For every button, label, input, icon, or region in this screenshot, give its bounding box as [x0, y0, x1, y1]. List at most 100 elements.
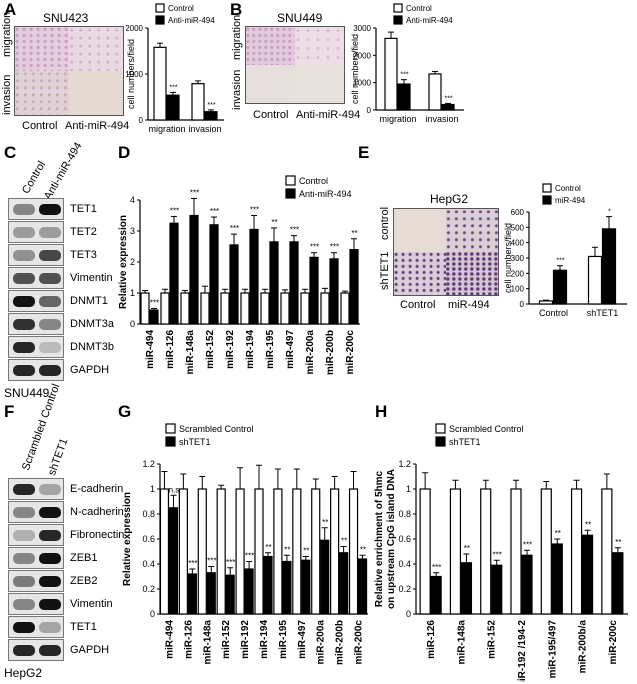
panel-letter-f: F [4, 402, 15, 421]
significance-label: *** [150, 299, 159, 308]
blot-band [13, 342, 35, 353]
legend-label: Control [406, 4, 432, 13]
blot-band [13, 553, 35, 564]
x-category-label: miR-126 [183, 620, 194, 659]
significance-label: ** [303, 547, 309, 556]
bar-control [300, 292, 310, 325]
x-category-label: miR-152 [487, 620, 498, 659]
significance-label: *** [432, 563, 441, 572]
x-category-label: miR-148a [202, 620, 213, 665]
bar-treated [601, 228, 617, 305]
x-category-label: miR-200b [325, 330, 336, 375]
panel-letter-h: H [375, 402, 388, 421]
x-category-label: miR-194 [259, 620, 270, 659]
blot-band [13, 576, 35, 587]
legend-swatch [155, 3, 165, 13]
micrograph-cell [15, 71, 69, 115]
col-label-control-e: Control [400, 299, 436, 311]
legend-label: Control [555, 184, 581, 193]
blot-band [39, 622, 61, 633]
bar-control [428, 73, 442, 111]
blot-band [39, 342, 61, 353]
blot-row [8, 267, 64, 289]
blot-row [8, 570, 64, 592]
bar-treated [169, 222, 179, 325]
bar-control [510, 488, 522, 615]
blot-band [39, 296, 61, 307]
bar-control [280, 292, 290, 325]
bar-treated [441, 103, 455, 111]
micrograph-cell [246, 27, 295, 65]
panel-letter-b: B [230, 0, 243, 19]
bar-chart-g: 0 0.2 0.4 0.6 0.8 1 1.2 Relative expression n.s m… [122, 423, 368, 665]
bar-control [240, 292, 250, 325]
micrograph-cell [246, 65, 295, 103]
blot-label: E-cadherin [70, 483, 124, 495]
significance-label: ** [585, 520, 591, 529]
panel-letter-g: G [118, 402, 132, 421]
legend-label: Scrambled Control [179, 424, 254, 434]
significance-label: *** [207, 102, 215, 109]
y-tick-label: 0.6 [398, 534, 411, 544]
y-tick-label: 3000 [353, 24, 371, 33]
blot-row [8, 547, 64, 569]
col-label-control-b: Control [253, 109, 289, 121]
bar-control [538, 300, 554, 305]
y-axis-label: cell numbers/field [350, 34, 360, 104]
significance-label: *** [330, 243, 339, 252]
bar-control [220, 292, 230, 325]
y-axis-label: Relative enrichment of 5hmc [374, 470, 385, 607]
blot-band [13, 273, 35, 284]
y-tick-label: 2000 [353, 51, 371, 60]
legend-label: miR-494 [555, 196, 586, 205]
significance-label: *** [210, 207, 219, 216]
blot-band [13, 645, 35, 656]
legend-swatch [542, 195, 552, 205]
legend-swatch [393, 15, 403, 25]
micrograph-cell [394, 252, 446, 295]
significance-label: ** [351, 229, 357, 238]
blot-band [39, 599, 61, 610]
x-category-label: miR-148a [185, 330, 196, 375]
western-blot-c: TET1 TET2 TET3 Vimentin DNMT1 DNMT3a DNMT3b GAP… [8, 198, 114, 384]
y-tick-label: 0.8 [398, 509, 411, 519]
bar-control [419, 488, 431, 615]
bar-treated [209, 224, 219, 325]
blot-label: ZEB1 [70, 552, 98, 564]
significance-label: *** [493, 550, 502, 559]
bar-treated [166, 94, 180, 121]
y-tick-label: 0.2 [398, 584, 411, 594]
legend-swatch [435, 423, 446, 434]
bar-control [140, 292, 150, 325]
lane-label-anti-c: Anti-miR-494 [42, 140, 85, 202]
significance-label: ** [615, 538, 621, 547]
y-tick-label: 1000 [353, 79, 371, 88]
legend-label: Control [168, 4, 194, 13]
significance-label: *** [230, 224, 239, 233]
blot-band [39, 507, 61, 518]
micrograph-cell [446, 252, 498, 295]
bar-treated [460, 562, 473, 615]
bar-treated [521, 554, 533, 615]
x-category-label: miR-192 [225, 330, 236, 369]
bar-treated [168, 507, 179, 615]
bar-treated [225, 574, 235, 615]
blot-band [13, 250, 35, 261]
x-category-label: miR-195 [278, 620, 289, 659]
blot-label: ZEB2 [70, 575, 98, 587]
cell-line-title-b: SNU449 [277, 11, 323, 25]
row-label-migration-a: migration [1, 11, 13, 57]
x-category-label: shTET1 [587, 308, 619, 318]
panel-letter-c: C [4, 143, 17, 162]
y-tick-label: 0.4 [398, 559, 411, 569]
legend-swatch [393, 3, 403, 13]
significance-label: ** [265, 543, 271, 552]
bar-treated [329, 258, 339, 325]
bar-control [159, 488, 170, 615]
micrograph-cell [394, 209, 446, 252]
col-label-anti-b: Anti-miR-494 [296, 109, 361, 121]
x-category-label: miR-194 [245, 330, 256, 369]
bar-control [160, 292, 170, 325]
x-category-label: invasion [425, 114, 458, 124]
y-axis-label: on upstream CpG island DNA [386, 469, 397, 609]
